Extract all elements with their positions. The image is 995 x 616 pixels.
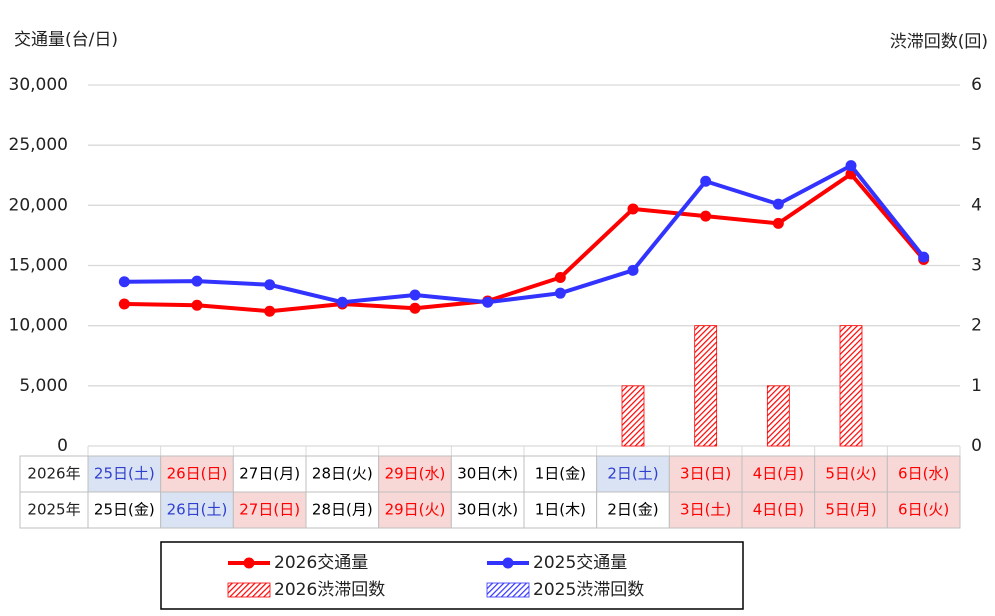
point	[772, 217, 784, 229]
table-cell-text: 5日(月)	[825, 501, 876, 519]
table-cell	[886, 455, 961, 493]
bar	[621, 385, 645, 447]
table-cell-text: 1日(木)	[535, 501, 586, 519]
table-cell	[523, 491, 598, 529]
y-tick-label: 20,000	[9, 195, 68, 215]
point	[554, 287, 566, 299]
point	[264, 305, 276, 317]
point	[627, 203, 639, 215]
y2-tick-label: 3	[971, 256, 982, 276]
legend-swatch	[502, 557, 514, 569]
table-cell	[232, 491, 307, 529]
point	[409, 289, 421, 301]
line	[124, 172, 926, 314]
y2-tick-label: 6	[971, 75, 982, 95]
table-cell-text: 4日(日)	[753, 501, 804, 519]
y-tick-label: 25,000	[9, 135, 68, 155]
line	[124, 163, 926, 305]
y-tick-label: 15,000	[9, 256, 68, 276]
table-cell	[814, 491, 888, 529]
bar	[694, 325, 718, 447]
point	[118, 276, 130, 288]
table-cell-text: 25日(金)	[94, 501, 155, 519]
point	[409, 302, 421, 314]
table-cell-text: 6日(水)	[898, 465, 949, 483]
table-cell	[886, 491, 961, 529]
table-cell-text: 28日(月)	[312, 501, 373, 519]
point	[700, 210, 712, 222]
legend-label: 2026交通量	[274, 553, 368, 573]
point	[918, 251, 930, 263]
table-cell-text: 27日(月)	[239, 465, 300, 483]
y-tick-label: 5,000	[19, 376, 68, 396]
table-cell	[741, 455, 816, 493]
point	[118, 298, 130, 310]
y2-tick-label: 0	[971, 436, 982, 456]
table-row-label: 2025年	[27, 501, 80, 519]
table-cell	[305, 491, 380, 529]
bar	[766, 385, 790, 447]
table-cell-text: 25日(土)	[94, 465, 155, 483]
y-tick-label: 10,000	[9, 316, 68, 336]
table-row-label: 2026年	[27, 465, 80, 483]
table-cell-text: 30日(木)	[457, 465, 518, 483]
table-cell-text: 3日(土)	[680, 501, 731, 519]
point	[482, 296, 494, 308]
table-cell	[523, 455, 598, 493]
point	[772, 198, 784, 210]
table-cell	[378, 491, 452, 529]
table-cell-text: 26日(日)	[167, 465, 228, 483]
table-cell-text: 2日(金)	[607, 501, 658, 519]
table-cell-text: 29日(火)	[385, 501, 446, 519]
table-cell-text: 30日(水)	[457, 501, 518, 519]
table-cell-text: 4日(月)	[753, 465, 804, 483]
table-cell-text: 27日(日)	[239, 501, 300, 519]
legend-label: 2025交通量	[533, 553, 627, 573]
legend-swatch	[486, 582, 530, 598]
point	[700, 175, 712, 187]
table-cell	[160, 491, 234, 529]
table-cell	[668, 491, 743, 529]
table-cell-text: 28日(火)	[312, 465, 373, 483]
point	[554, 272, 566, 284]
point	[264, 279, 276, 291]
table-cell-text: 5日(火)	[825, 465, 876, 483]
table-cell-text: 1日(金)	[535, 465, 586, 483]
table-cell	[19, 455, 89, 493]
table-cell	[450, 491, 525, 529]
bar	[839, 325, 863, 447]
table-cell	[160, 455, 234, 493]
point	[191, 275, 203, 287]
point	[336, 296, 348, 308]
y2-axis-title: 渋滞回数(回)	[890, 32, 988, 52]
legend-label: 2025渋滞回数	[533, 580, 644, 600]
table-cell-text: 26日(土)	[167, 501, 228, 519]
legend-label: 2026渋滞回数	[274, 580, 385, 600]
table-cell	[87, 455, 162, 493]
legend-box	[160, 541, 744, 610]
point	[191, 299, 203, 311]
legend-swatch	[243, 557, 255, 569]
point	[845, 160, 857, 172]
y2-tick-label: 2	[971, 316, 982, 336]
y2-tick-label: 1	[971, 376, 982, 396]
legend-swatch	[227, 582, 271, 598]
table-cell-text: 6日(火)	[898, 501, 949, 519]
y2-tick-label: 5	[971, 135, 982, 155]
table-cell	[668, 455, 743, 493]
table-cell	[596, 491, 670, 529]
table-cell-text: 3日(日)	[680, 465, 731, 483]
table-cell	[814, 455, 888, 493]
y2-tick-label: 4	[971, 195, 982, 215]
y-axis-title: 交通量(台/日)	[14, 30, 118, 50]
y-tick-label: 30,000	[9, 75, 68, 95]
y-tick-label: 0	[57, 436, 68, 456]
table-cell	[19, 491, 89, 529]
table-cell-text: 2日(土)	[607, 465, 658, 483]
point	[627, 264, 639, 276]
table-cell-text: 29日(水)	[385, 465, 446, 483]
